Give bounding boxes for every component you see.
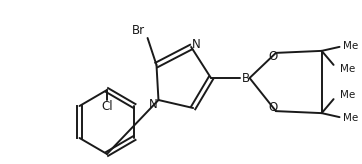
- Text: N: N: [192, 38, 201, 51]
- Text: Me: Me: [344, 41, 359, 51]
- Text: Me: Me: [344, 113, 359, 123]
- Text: Cl: Cl: [101, 101, 113, 113]
- Text: N: N: [149, 98, 158, 111]
- Text: Br: Br: [132, 23, 145, 37]
- Text: Me: Me: [340, 64, 355, 74]
- Text: B: B: [241, 72, 250, 84]
- Text: O: O: [268, 50, 278, 63]
- Text: Me: Me: [340, 90, 355, 100]
- Text: O: O: [268, 101, 278, 114]
